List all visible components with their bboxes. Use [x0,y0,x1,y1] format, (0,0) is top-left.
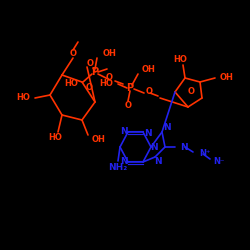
Text: N⁺: N⁺ [199,148,210,158]
Text: N: N [180,142,188,152]
Text: O: O [188,88,194,96]
Text: OH: OH [103,50,117,58]
Text: O: O [86,84,92,92]
Text: O: O [70,50,76,58]
Text: O: O [106,72,112,82]
Text: O: O [86,60,94,68]
Text: O: O [124,100,132,110]
Text: N: N [120,128,128,136]
Text: N: N [163,124,171,132]
Text: N: N [120,158,128,166]
Text: P: P [126,83,134,93]
Text: HO: HO [16,94,30,102]
Text: OH: OH [142,66,156,74]
Text: N: N [144,130,152,138]
Text: HO: HO [173,56,187,64]
Text: NH₂: NH₂ [108,162,128,172]
Text: N⁻: N⁻ [213,156,224,166]
Text: OH: OH [92,136,106,144]
Text: O: O [146,86,153,96]
Text: P: P [92,67,98,77]
Text: OH: OH [220,74,234,82]
Text: HO: HO [48,132,62,141]
Text: N: N [154,156,162,166]
Text: HO: HO [64,80,78,88]
Text: N: N [150,142,158,152]
Text: HO: HO [99,80,113,88]
